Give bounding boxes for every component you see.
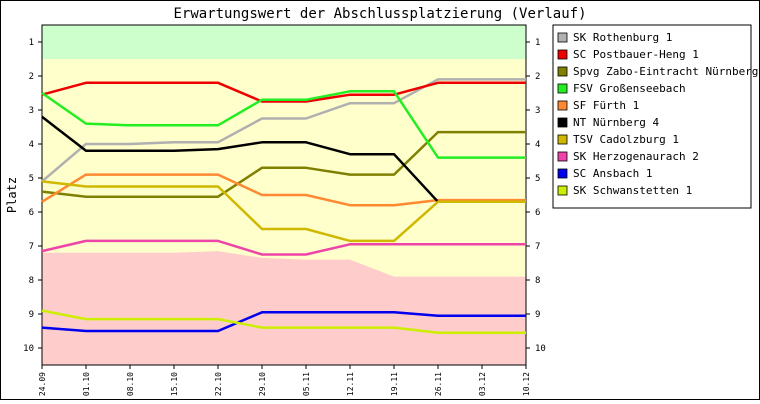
series-line xyxy=(41,239,526,256)
legend-entry-label: FSV Großenseebach xyxy=(573,82,686,95)
series-lines xyxy=(41,78,526,334)
legend-entry-label: SC Ansbach 1 xyxy=(573,167,652,180)
relegation-band xyxy=(42,251,526,365)
x-tick-label: 29.10 xyxy=(258,372,267,396)
x-tick-label: 24.09 xyxy=(38,372,47,396)
legend-box xyxy=(552,24,752,209)
y-tick-label-right: 9 xyxy=(535,310,540,320)
x-tick-label: 05.11 xyxy=(302,372,311,396)
legend-entry-label: SK Herzogenaurach 2 xyxy=(573,150,699,163)
legend-swatch xyxy=(557,100,568,111)
legend-swatch xyxy=(557,185,568,196)
legend: SK Rothenburg 1 SC Postbauer-Heng 1 Spvg Z… xyxy=(552,24,760,209)
x-tick-label: 15.10 xyxy=(170,372,179,396)
series-line xyxy=(41,173,526,207)
y-tick-label-left: 8 xyxy=(29,276,34,286)
y-tick-label-left: 1 xyxy=(29,38,34,48)
axes: 1 1 2 2 3 3 4 4 5 5 6 6 7 7 8 8 9 9 10 10 24.09 01.10 08.10 15.… xyxy=(23,24,546,396)
y-tick-label-right: 6 xyxy=(535,208,540,218)
y-tick-label-right: 3 xyxy=(535,106,540,116)
y-tick-label-right: 2 xyxy=(535,72,540,82)
series-line xyxy=(41,180,526,243)
x-tick-label: 26.11 xyxy=(434,372,443,396)
series-line xyxy=(41,90,526,159)
x-tick-label: 22.10 xyxy=(214,372,223,396)
legend-entry-label: Spvg Zabo-Eintracht Nürnberg 1 xyxy=(573,65,760,78)
legend-swatch xyxy=(557,134,568,145)
legend-entry-label: SF Fürth 1 xyxy=(573,99,639,112)
promotion-band xyxy=(42,25,526,59)
series-line xyxy=(41,81,526,103)
legend-entry-label: SK Schwanstetten 1 xyxy=(573,184,692,197)
y-tick-label-right: 8 xyxy=(535,276,540,286)
y-tick-label-right: 4 xyxy=(535,140,540,150)
legend-swatch xyxy=(557,83,568,94)
legend-entry-label: SK Rothenburg 1 xyxy=(573,31,672,44)
y-tick-label-right: 5 xyxy=(535,174,540,184)
series-line xyxy=(41,309,526,334)
legend-swatch xyxy=(557,151,568,162)
x-tick-label: 01.10 xyxy=(82,372,91,396)
legend-entry-label: NT Nürnberg 4 xyxy=(573,116,659,129)
x-tick-label: 08.10 xyxy=(126,372,135,396)
x-tick-label: 03.12 xyxy=(478,372,487,396)
series-line xyxy=(41,78,526,183)
legend-swatch xyxy=(557,66,568,77)
y-tick-label-left: 4 xyxy=(29,140,34,150)
legend-swatch xyxy=(557,32,568,43)
y-tick-label-left: 7 xyxy=(29,242,34,252)
legend-swatch xyxy=(557,168,568,179)
y-tick-label-left: 2 xyxy=(29,72,34,82)
y-tick-label-left: 6 xyxy=(29,208,34,218)
legend-entry-label: SC Postbauer-Heng 1 xyxy=(573,48,699,61)
plot-border xyxy=(41,24,527,366)
y-tick-label-right: 10 xyxy=(535,344,546,354)
x-tick-label: 19.11 xyxy=(390,372,399,396)
x-tick-label: 12.11 xyxy=(346,372,355,396)
legend-swatch xyxy=(557,49,568,60)
y-tick-label-left: 9 xyxy=(29,310,34,320)
y-tick-label-left: 5 xyxy=(29,174,34,184)
series-line xyxy=(41,130,526,198)
y-axis-label: Platz xyxy=(5,177,19,213)
y-tick-label-left: 3 xyxy=(29,106,34,116)
chart-title: Erwartungswert der Abschlussplatzierung … xyxy=(173,6,586,22)
x-tick-label: 10.12 xyxy=(522,372,531,396)
legend-swatch xyxy=(557,117,568,128)
y-tick-label-right: 1 xyxy=(535,38,540,48)
y-tick-label-right: 7 xyxy=(535,242,540,252)
legend-entry-label: TSV Cadolzburg 1 xyxy=(573,133,679,146)
y-tick-label-left: 10 xyxy=(23,344,34,354)
series-line xyxy=(41,311,526,333)
